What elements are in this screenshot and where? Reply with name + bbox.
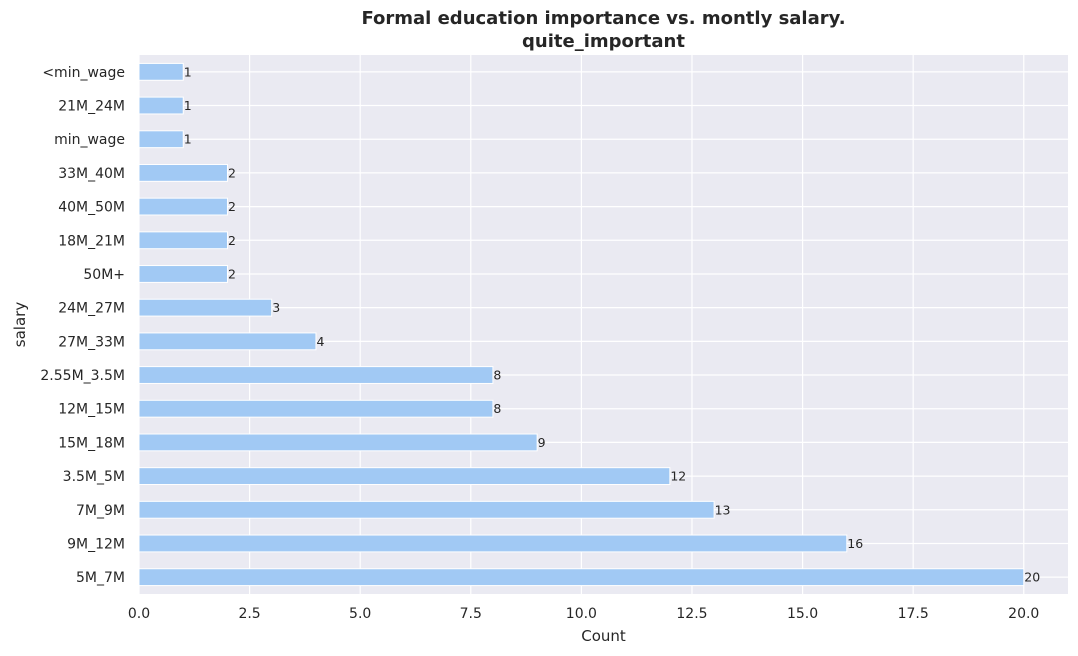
data-label: 20 <box>1024 570 1040 585</box>
data-label: 2 <box>228 165 236 180</box>
y-tick-label: 15M_18M <box>58 435 125 451</box>
data-label: 2 <box>228 233 236 248</box>
data-label: 8 <box>493 401 501 416</box>
y-tick-labels: <min_wage 21M_24M min_wage 33M_40M 40M_50M 18… <box>40 65 125 586</box>
y-tick-label: 33M_40M <box>58 166 125 182</box>
y-tick-label: 40M_50M <box>58 200 125 216</box>
y-tick-label: 27M_33M <box>58 334 125 350</box>
chart-subtitle: quite_important <box>522 31 685 52</box>
y-tick-label: 2.55M_3.5M <box>40 368 125 384</box>
bars <box>138 62 1025 587</box>
x-tick-label: 5.0 <box>349 606 371 622</box>
y-tick-label: 18M_21M <box>58 233 125 249</box>
x-tick-label: 0.0 <box>128 606 150 622</box>
bar <box>138 231 228 250</box>
y-axis-label: salary <box>11 302 29 348</box>
y-tick-label: 21M_24M <box>58 99 125 115</box>
bar <box>138 130 184 149</box>
bar <box>138 568 1025 587</box>
bar <box>138 62 184 81</box>
data-label: 2 <box>228 199 236 214</box>
y-tick-label: 50M+ <box>83 267 125 283</box>
bar <box>138 265 228 283</box>
x-axis-label: Count <box>581 627 626 645</box>
data-label: 16 <box>847 536 863 551</box>
x-tick-label: 10.0 <box>566 606 597 622</box>
x-tick-label: 17.5 <box>898 606 929 622</box>
bar <box>138 197 228 216</box>
chart-title: Formal education importance vs. montly s… <box>361 8 845 29</box>
x-tick-label: 20.0 <box>1008 606 1039 622</box>
data-label: 12 <box>670 469 686 484</box>
y-tick-label: 5M_7M <box>76 570 125 586</box>
y-tick-label: <min_wage <box>42 65 125 81</box>
x-tick-label: 12.5 <box>676 606 707 622</box>
y-tick-label: 9M_12M <box>67 536 125 552</box>
bar <box>138 534 848 553</box>
x-tick-labels: 0.0 2.5 5.0 7.5 10.0 12.5 15.0 17.5 20.0 <box>128 606 1039 622</box>
data-label: 13 <box>715 502 731 517</box>
bar <box>138 433 538 452</box>
x-tick-label: 7.5 <box>460 606 482 622</box>
data-label: 1 <box>184 64 192 79</box>
bar <box>138 163 228 182</box>
y-tick-label: min_wage <box>54 132 125 148</box>
bar <box>138 500 715 519</box>
data-label: 1 <box>184 98 192 113</box>
x-tick-label: 15.0 <box>787 606 818 622</box>
data-label: 9 <box>538 435 546 450</box>
x-tick-label: 2.5 <box>238 606 260 622</box>
bar <box>138 366 494 384</box>
y-tick-label: 7M_9M <box>76 503 125 519</box>
y-tick-label: 12M_15M <box>58 402 125 418</box>
data-label: 1 <box>184 132 192 147</box>
data-label: 3 <box>272 300 280 315</box>
data-label: 4 <box>316 334 324 349</box>
bar <box>138 298 273 317</box>
bar <box>138 96 184 115</box>
data-label: 2 <box>228 266 236 281</box>
bar <box>138 399 494 418</box>
y-tick-label: 3.5M_5M <box>63 469 125 485</box>
bar <box>138 467 671 486</box>
data-label: 8 <box>493 368 501 383</box>
y-tick-label: 24M_27M <box>58 301 125 317</box>
bar <box>138 332 317 351</box>
